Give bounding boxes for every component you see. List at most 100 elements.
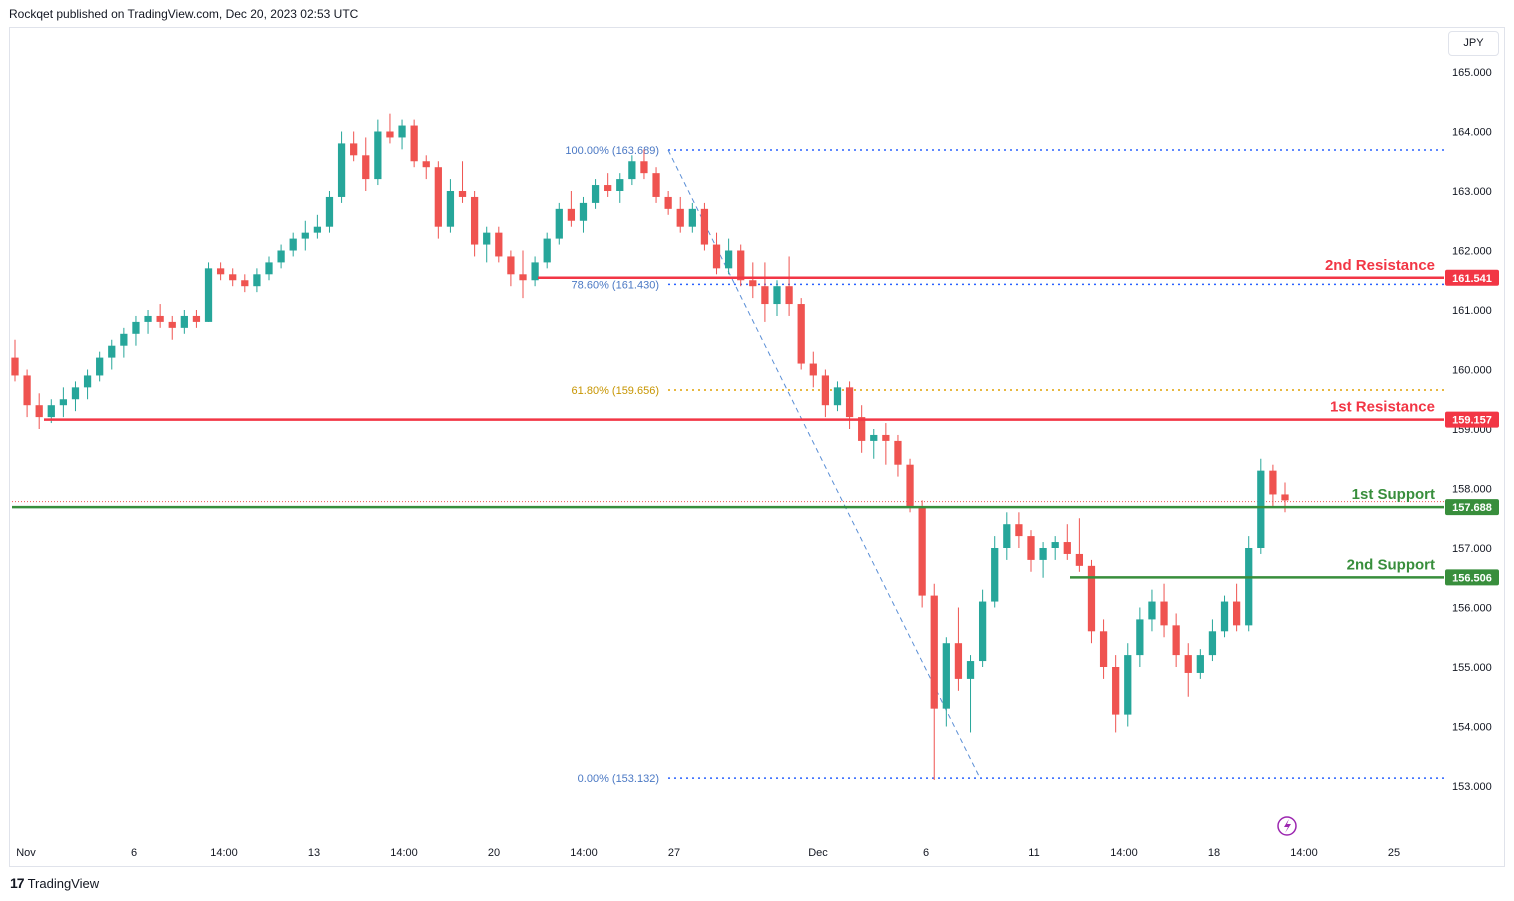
- candle-body: [1027, 536, 1035, 560]
- y-tick-label: 161.000: [1452, 305, 1492, 317]
- support-label: 2nd Support: [1347, 556, 1435, 573]
- candle-body: [180, 315, 188, 328]
- candle-body: [1208, 631, 1217, 656]
- candle-body: [337, 143, 346, 197]
- candle-body: [519, 274, 527, 281]
- x-tick-label: 14:00: [1110, 847, 1138, 859]
- price-tag-label: 159.157: [1452, 415, 1492, 427]
- candle-body: [47, 405, 55, 418]
- candle-body: [156, 315, 164, 322]
- candle-body: [978, 601, 987, 662]
- candle-body: [507, 256, 515, 275]
- candle-body: [894, 440, 902, 465]
- y-tick-label: 165.000: [1452, 67, 1492, 79]
- y-tick-label: 158.000: [1452, 484, 1492, 496]
- candle-body: [1039, 548, 1047, 560]
- y-tick-label: 157.000: [1452, 543, 1492, 555]
- candle-body: [567, 208, 576, 221]
- candle-body: [313, 226, 322, 233]
- x-tick-label: 25: [1388, 847, 1400, 859]
- candle-body: [446, 191, 455, 227]
- candle-body: [1087, 565, 1096, 632]
- candle-body: [616, 179, 624, 191]
- candle-body: [1172, 625, 1180, 656]
- candle-body: [845, 387, 854, 418]
- lightning-icon-bolt: [1284, 819, 1291, 833]
- candle-body: [712, 244, 721, 269]
- candle-body: [724, 250, 733, 269]
- candle-body: [59, 399, 68, 406]
- price-tag-label: 156.506: [1452, 572, 1492, 584]
- fib-level-label: 100.00% (163.689): [565, 145, 659, 157]
- y-tick-label: 160.000: [1452, 365, 1492, 377]
- candle-body: [809, 363, 817, 376]
- candle-body: [1257, 470, 1265, 548]
- candle-body: [1184, 655, 1192, 673]
- candle-body: [966, 661, 975, 679]
- candle-body: [470, 196, 479, 245]
- candle-body: [591, 185, 600, 203]
- candle-body: [1160, 601, 1168, 626]
- price-tag: [1445, 499, 1499, 516]
- x-tick-label: 13: [308, 847, 320, 859]
- candle-body: [688, 208, 696, 227]
- x-tick-label: 14:00: [210, 847, 238, 859]
- candle-body: [192, 315, 201, 322]
- candle-body: [374, 131, 382, 180]
- candle-body: [579, 202, 588, 221]
- candle-body: [918, 506, 926, 596]
- x-tick-label: 14:00: [570, 847, 598, 859]
- candle-body: [1112, 667, 1120, 715]
- candle-body: [144, 315, 152, 322]
- resistance-label: 2nd Resistance: [1325, 257, 1435, 274]
- fib-level-label: 61.80% (159.656): [572, 385, 659, 397]
- candle-body: [737, 250, 745, 281]
- footer-brand-label: TradingView: [27, 875, 100, 891]
- publish-line: Rockqet published on TradingView.com, De…: [9, 7, 359, 21]
- price-tag-label: 157.688: [1452, 502, 1492, 514]
- y-tick-label: 154.000: [1452, 722, 1492, 734]
- candle-body: [350, 143, 358, 156]
- candle-body: [1136, 619, 1144, 656]
- candle-body: [700, 208, 709, 245]
- candle-body: [241, 280, 249, 287]
- currency-button[interactable]: JPY: [1448, 31, 1499, 56]
- chart-frame: [9, 27, 1505, 867]
- y-tick-label: 163.000: [1452, 186, 1492, 198]
- fib-level-label: 78.60% (161.430): [572, 279, 659, 291]
- candle-body: [325, 196, 334, 227]
- candle-body: [543, 238, 551, 263]
- candle-body: [858, 417, 866, 441]
- candle-body: [531, 262, 539, 281]
- candle-body: [289, 238, 297, 251]
- lightning-icon[interactable]: [1277, 816, 1297, 836]
- candle-body: [821, 375, 830, 406]
- y-tick-label: 162.000: [1452, 246, 1492, 258]
- candle-body: [216, 268, 225, 275]
- candle-body: [1245, 548, 1253, 626]
- candle-body: [991, 548, 999, 602]
- x-tick-label: 14:00: [1290, 847, 1318, 859]
- candle-body: [120, 333, 128, 346]
- x-tick-label: 6: [923, 847, 929, 859]
- footer-brand[interactable]: 17 TradingView: [10, 875, 99, 891]
- candle-body: [1051, 542, 1059, 548]
- candle-body: [398, 125, 406, 138]
- x-tick-label: 20: [488, 847, 500, 859]
- candle-body: [1269, 470, 1277, 495]
- candle-body: [229, 274, 237, 281]
- candle-body: [942, 643, 950, 709]
- candle-body: [1281, 494, 1289, 501]
- candle-body: [1196, 655, 1204, 673]
- candle-body: [422, 161, 430, 168]
- candle-body: [761, 286, 769, 305]
- candle-body: [785, 286, 793, 305]
- candle-body: [301, 232, 309, 239]
- y-tick-label: 156.000: [1452, 603, 1492, 615]
- candle-body: [1075, 553, 1084, 566]
- price-tag: [1445, 269, 1499, 286]
- candle-body: [555, 208, 563, 239]
- candle-body: [870, 434, 878, 441]
- candle-body: [132, 321, 140, 334]
